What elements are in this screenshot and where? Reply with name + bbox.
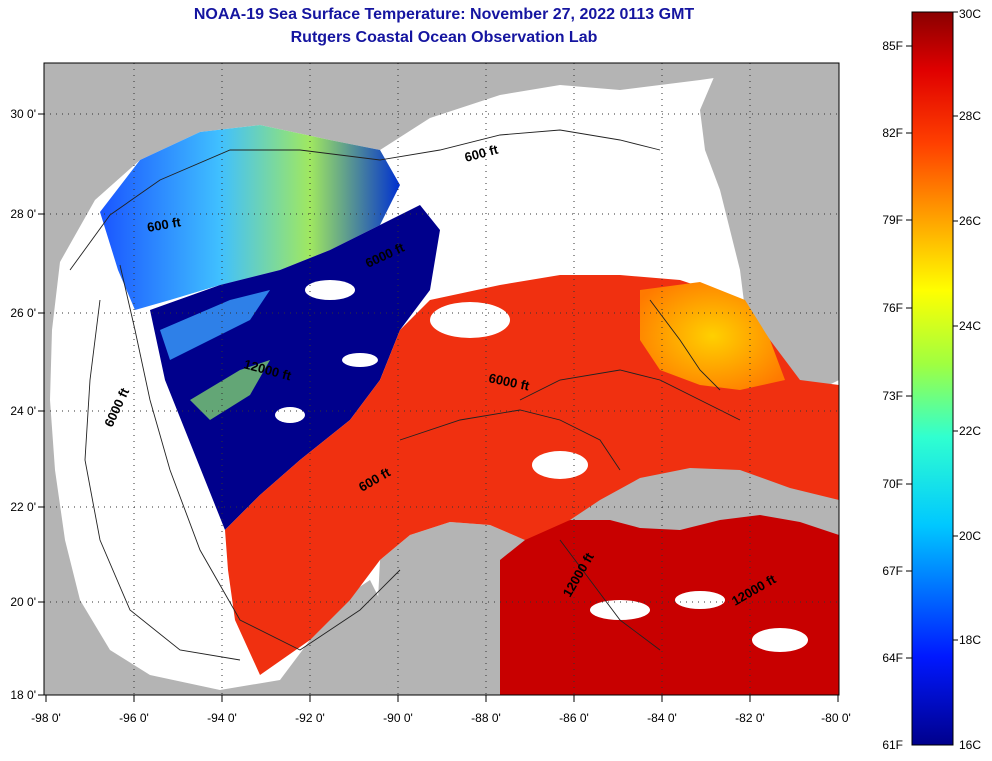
fahrenheit-label: 82F <box>882 126 903 140</box>
florida <box>700 63 839 392</box>
lat-label: 20 0' <box>10 595 36 609</box>
fahrenheit-label: 67F <box>882 564 903 578</box>
contour-label: 600 ft <box>146 214 183 235</box>
map-subtitle: Rutgers Coastal Ocean Observation Lab <box>290 29 598 46</box>
lon-label: -82 0' <box>735 711 765 725</box>
celsius-label: 16C <box>959 738 981 752</box>
sst-streak <box>160 290 270 360</box>
cloud-patches <box>275 238 808 652</box>
lon-label: -80 0' <box>821 711 851 725</box>
celsius-label: 24C <box>959 319 981 333</box>
lat-label: 26 0' <box>10 306 36 320</box>
lat-label: 28 0' <box>10 207 36 221</box>
lat-label: 24 0' <box>10 404 36 418</box>
fahrenheit-label: 61F <box>882 738 903 752</box>
colorbar-ticks <box>906 11 958 659</box>
lon-label: -98 0' <box>31 711 61 725</box>
isobath-contours <box>69 129 741 661</box>
lon-label: -94 0' <box>207 711 237 725</box>
lon-label: -92 0' <box>295 711 325 725</box>
sst-caribbean <box>500 515 839 695</box>
lat-axis <box>38 113 44 696</box>
lon-label: -96 0' <box>119 711 149 725</box>
lon-label: -86 0' <box>559 711 589 725</box>
graticule <box>44 63 839 695</box>
celsius-label: 28C <box>959 109 981 123</box>
fahrenheit-label: 73F <box>882 389 903 403</box>
celsius-label: 30C <box>959 7 981 21</box>
celsius-label: 18C <box>959 633 981 647</box>
lon-labels: -98 0' -96 0' -94 0' -92 0' -90 0' -88 0… <box>31 711 851 725</box>
fahrenheit-label: 85F <box>882 39 903 53</box>
sst-nw-cool <box>100 125 400 310</box>
yucatan <box>372 522 540 695</box>
lon-label: -90 0' <box>383 711 413 725</box>
sst-east-orange <box>640 282 785 390</box>
celsius-label: 22C <box>959 424 981 438</box>
lon-axis <box>45 695 839 702</box>
fahrenheit-label: 70F <box>882 477 903 491</box>
cuba <box>600 468 839 535</box>
celsius-label: 26C <box>959 214 981 228</box>
fahrenheit-label: 64F <box>882 651 903 665</box>
sst-streak <box>190 360 270 420</box>
colorbar-f-labels: 85F 82F 79F 76F 73F 70F 67F 64F 61F <box>882 39 903 752</box>
lat-label: 30 0' <box>10 107 36 121</box>
colorbar-c-labels: 30C 28C 26C 24C 22C 20C 18C 16C <box>959 7 981 752</box>
lon-label: -88 0' <box>471 711 501 725</box>
colorbar <box>911 11 954 746</box>
fahrenheit-label: 79F <box>882 213 903 227</box>
map-title: NOAA-19 Sea Surface Temperature: Novembe… <box>193 6 695 23</box>
map-frame <box>43 62 840 696</box>
celsius-label: 20C <box>959 529 981 543</box>
lat-label: 22 0' <box>10 500 36 514</box>
sst-cold-band <box>150 205 440 530</box>
lat-label: 18 0' <box>10 688 36 702</box>
fahrenheit-label: 76F <box>882 301 903 315</box>
lat-labels: 18 0' 20 0' 22 0' 24 0' 26 0' 28 0' 30 0… <box>10 107 36 702</box>
lon-label: -84 0' <box>647 711 677 725</box>
